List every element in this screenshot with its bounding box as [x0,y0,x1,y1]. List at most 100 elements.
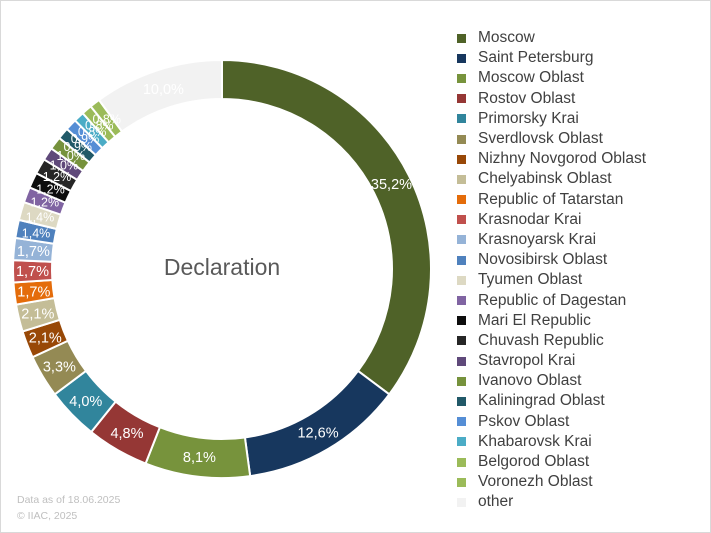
legend-item: Chelyabinsk Oblast [457,169,646,189]
legend-item: Voronezh Oblast [457,472,646,492]
legend-label: Moscow [478,29,535,47]
legend-label: Chuvash Republic [478,331,604,349]
legend-swatch [457,497,466,507]
slice-label: 2,1% [21,307,54,323]
legend-item: Pskov Oblast [457,412,646,432]
legend-label: Sverdlovsk Oblast [478,130,603,148]
legend-label: Saint Petersburg [478,49,594,67]
legend-label: Ivanovo Oblast [478,372,582,390]
legend-swatch [457,94,466,104]
legend-label: Novosibirsk Oblast [478,251,608,269]
slice-label: 1,7% [17,284,50,300]
legend-swatch [457,356,466,366]
legend-label: Kaliningrad Oblast [478,392,605,410]
slice-label: 1,4% [22,227,51,241]
legend-swatch [457,316,466,326]
legend-swatch [457,396,466,406]
legend-swatch [457,417,466,427]
legend-item: Novosibirsk Oblast [457,250,646,270]
legend-item: Stavropol Krai [457,351,646,371]
slice-label: 4,0% [69,394,102,410]
slice-other [97,58,223,133]
footer-copyright: © IIAC, 2025 [17,510,78,522]
legend-swatch [457,457,466,467]
slice-label: 8,1% [183,450,216,466]
footer-data-date: Data as of 18.06.2025 [17,494,121,506]
legend-item: Krasnoyarsk Krai [457,230,646,250]
legend-item: Mari El Republic [457,311,646,331]
legend-label: Chelyabinsk Oblast [478,170,612,188]
legend-swatch [457,255,466,265]
legend-swatch [457,235,466,245]
slice-label: 1,0% [50,159,79,173]
legend-label: other [478,493,514,511]
legend-label: Pskov Oblast [478,412,570,430]
slice-label: 10,0% [143,82,184,98]
slice-saint-petersburg [243,369,391,478]
legend-item: Sverdlovsk Oblast [457,129,646,149]
legend-swatch [457,376,466,386]
donut-slices [12,58,432,479]
slice-label: 0,8% [85,119,114,133]
legend-item: Primorsky Krai [457,109,646,129]
legend-swatch [457,215,466,225]
legend-swatch [457,53,466,63]
slice-label: 0,9% [71,132,100,146]
slice-label: 3,3% [43,359,76,375]
legend-item: Saint Petersburg [457,48,646,68]
legend-item: Ivanovo Oblast [457,371,646,391]
legend-swatch [457,477,466,487]
legend-swatch [457,114,466,124]
legend-item: Rostov Oblast [457,89,646,109]
slice-label: 1,7% [16,264,49,280]
legend-label: Republic of Dagestan [478,291,627,309]
legend-item: Chuvash Republic [457,331,646,351]
legend-item: Tyumen Oblast [457,270,646,290]
slice-label: 1,2% [43,170,72,184]
legend-swatch [457,195,466,205]
legend-item: Republic of Dagestan [457,290,646,310]
legend-label: Krasnodar Krai [478,210,582,228]
legend-item: Nizhny Novgorod Oblast [457,149,646,169]
legend-item: Khabarovsk Krai [457,432,646,452]
legend-item: Krasnodar Krai [457,210,646,230]
slice-label: 0,9% [64,140,93,154]
legend-label: Voronezh Oblast [478,473,593,491]
legend-label: Primorsky Krai [478,109,579,127]
slice-label: 1,2% [36,183,65,197]
legend-label: Krasnoyarsk Krai [478,230,597,248]
slice-label: 1,0% [56,149,85,163]
slice-label: 12,6% [297,425,338,441]
slice-label: 1,2% [31,196,60,210]
legend-swatch [457,154,466,164]
legend-label: Rostov Oblast [478,89,576,107]
slice-label: 4,8% [110,426,143,442]
legend-item: other [457,492,646,512]
legend-label: Nizhny Novgorod Oblast [478,150,646,168]
legend-swatch [457,275,466,285]
slice-label: 0,8% [78,125,107,139]
legend-item: Republic of Tatarstan [457,190,646,210]
slice-moscow [221,58,432,396]
legend-swatch [457,174,466,184]
legend-item: Moscow Oblast [457,68,646,88]
legend: Moscow Saint Petersburg Moscow Oblast Rosto… [457,28,646,513]
legend-label: Mari El Republic [478,311,591,329]
legend-item: Kaliningrad Oblast [457,391,646,411]
legend-label: Khabarovsk Krai [478,432,592,450]
legend-swatch [457,33,466,43]
chart-center-label: Declaration [164,254,280,280]
legend-label: Moscow Oblast [478,69,584,87]
slice-label: 1,4% [26,210,55,224]
legend-swatch [457,73,466,83]
legend-label: Tyumen Oblast [478,271,583,289]
legend-label: Republic of Tatarstan [478,190,624,208]
slice-labels: 35,2% 12,6% 8,1% 4,8% 4,0% 3,3% 2,1% 2,1% 1,7% 1,… [16,82,412,466]
legend-item: Moscow [457,28,646,48]
slice-label: 1,7% [17,244,50,260]
legend-label: Stavropol Krai [478,352,576,370]
legend-item: Belgorod Oblast [457,452,646,472]
legend-label: Belgorod Oblast [478,453,590,471]
